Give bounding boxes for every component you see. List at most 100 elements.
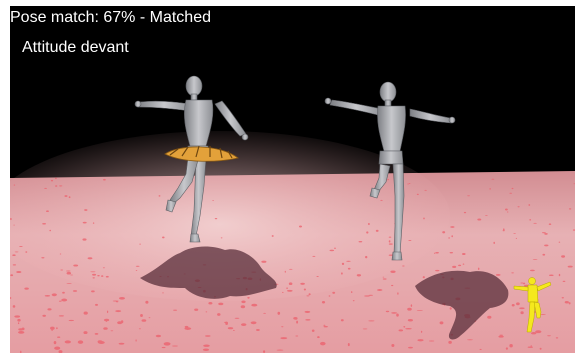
floor-speckle xyxy=(388,243,393,245)
floor-speckle xyxy=(305,319,311,321)
floor-speckle xyxy=(376,289,383,291)
floor-speckle xyxy=(58,300,62,302)
floor-speckle xyxy=(225,321,228,326)
floor-speckle xyxy=(388,240,391,243)
floor-speckle xyxy=(332,291,336,294)
floor-speckle xyxy=(390,270,396,274)
floor-speckle xyxy=(103,327,108,330)
floor-speckle xyxy=(402,265,405,267)
floor-speckle xyxy=(119,296,125,300)
floor-speckle xyxy=(346,260,351,262)
floor-speckle xyxy=(261,260,267,263)
floor-speckle xyxy=(417,339,424,342)
floor-speckle xyxy=(91,290,95,293)
floor-speckle xyxy=(271,235,274,237)
floor-speckle xyxy=(58,350,63,353)
floor-speckle xyxy=(72,290,78,292)
floor-speckle xyxy=(82,238,87,241)
floor-speckle xyxy=(403,326,406,328)
floor-speckle xyxy=(220,237,223,239)
floor-speckle xyxy=(424,189,427,191)
floor-speckle xyxy=(328,295,331,297)
floor-speckle xyxy=(407,183,409,185)
floor-speckle xyxy=(10,297,12,299)
floor-speckle xyxy=(19,246,23,247)
floor-speckle xyxy=(50,326,55,330)
floor-speckle xyxy=(101,275,104,277)
floor-speckle xyxy=(303,288,306,291)
floor-speckle xyxy=(62,291,65,294)
floor-speckle xyxy=(276,349,284,351)
floor-speckle xyxy=(87,257,93,260)
floor-speckle xyxy=(448,340,452,344)
floor-speckle xyxy=(14,315,21,318)
floor-speckle xyxy=(329,249,335,252)
floor-speckle xyxy=(448,237,450,239)
floor-speckle xyxy=(138,328,141,330)
floor-speckle xyxy=(388,236,392,238)
floor-speckle xyxy=(467,195,471,197)
floor-speckle xyxy=(61,298,68,302)
floor-speckle xyxy=(364,295,370,297)
floor-speckle xyxy=(528,204,531,206)
floor-speckle xyxy=(161,346,166,349)
floor-speckle xyxy=(422,276,425,279)
floor-speckle xyxy=(83,331,88,335)
floor-speckle xyxy=(493,241,495,244)
floor-speckle xyxy=(25,251,28,253)
floor-speckle xyxy=(55,185,58,187)
floor-speckle xyxy=(396,313,399,317)
floor-speckle xyxy=(306,295,310,297)
floor-speckle xyxy=(82,221,87,224)
floor-speckle xyxy=(555,337,559,339)
floor-speckle xyxy=(499,334,503,336)
floor-speckle xyxy=(365,255,368,259)
floor-speckle xyxy=(162,292,164,294)
floor-speckle xyxy=(90,271,96,273)
floor-speckle xyxy=(520,282,524,284)
floor-speckle xyxy=(535,330,542,334)
floor-speckle xyxy=(59,185,63,187)
game-viewport: Pose match: 67% - Matched Attitude devan… xyxy=(10,6,575,353)
floor-speckle xyxy=(155,334,162,338)
floor-speckle xyxy=(511,272,514,274)
floor-speckle xyxy=(251,303,258,307)
floor-speckle xyxy=(162,236,165,239)
floor-speckle xyxy=(397,292,399,295)
floor-speckle xyxy=(564,300,569,304)
floor-speckle xyxy=(41,257,45,259)
floor-speckle xyxy=(317,336,320,339)
floor-speckle xyxy=(530,269,535,272)
tutu xyxy=(164,145,239,162)
floor-speckle xyxy=(449,307,452,310)
floor-speckle xyxy=(530,331,537,335)
floor-speckle xyxy=(572,229,575,231)
floor-speckle xyxy=(105,320,108,322)
floor-speckle xyxy=(77,340,84,344)
floor-speckle xyxy=(558,241,561,243)
floor-speckle xyxy=(234,317,240,319)
floor-speckle xyxy=(573,183,575,185)
floor-speckle xyxy=(539,347,542,350)
floor-speckle xyxy=(542,232,546,234)
floor-speckle xyxy=(308,293,311,296)
floor-speckle xyxy=(382,276,385,278)
floor-speckle xyxy=(323,324,326,326)
floor-speckle xyxy=(416,309,423,311)
floor-speckle xyxy=(97,275,100,277)
floor-speckle xyxy=(428,340,435,342)
floor-speckle xyxy=(408,183,411,185)
floor-speckle xyxy=(558,273,561,277)
floor-speckle xyxy=(358,241,363,243)
floor-speckle xyxy=(103,318,110,322)
floor-speckle xyxy=(12,254,16,256)
floor-speckle xyxy=(387,178,389,181)
floor-speckle xyxy=(451,235,454,238)
floor-speckle xyxy=(139,243,141,245)
floor-speckle xyxy=(458,264,462,267)
floor-speckle xyxy=(423,217,425,220)
floor-speckle xyxy=(380,199,383,201)
floor-speckle xyxy=(391,284,394,287)
floor-speckle xyxy=(529,219,532,221)
floor-speckle xyxy=(495,273,501,276)
